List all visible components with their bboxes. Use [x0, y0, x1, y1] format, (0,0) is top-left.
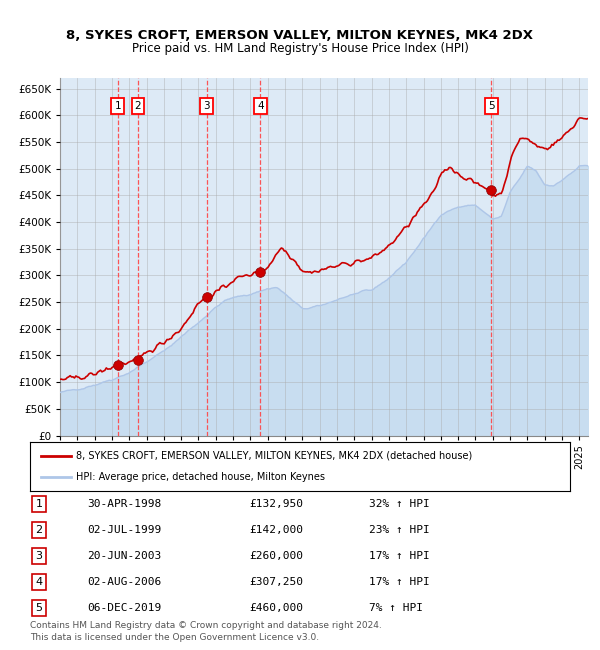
Text: 7% ↑ HPI: 7% ↑ HPI [369, 603, 423, 613]
Text: 2: 2 [134, 101, 141, 111]
Text: £132,950: £132,950 [249, 499, 303, 509]
Text: Price paid vs. HM Land Registry's House Price Index (HPI): Price paid vs. HM Land Registry's House … [131, 42, 469, 55]
Text: 06-DEC-2019: 06-DEC-2019 [87, 603, 161, 613]
Text: 23% ↑ HPI: 23% ↑ HPI [369, 525, 430, 535]
Text: 1: 1 [115, 101, 121, 111]
Text: 8, SYKES CROFT, EMERSON VALLEY, MILTON KEYNES, MK4 2DX (detached house): 8, SYKES CROFT, EMERSON VALLEY, MILTON K… [76, 450, 472, 461]
Text: £460,000: £460,000 [249, 603, 303, 613]
Text: 4: 4 [35, 577, 43, 587]
Text: 2: 2 [35, 525, 43, 535]
Text: 02-AUG-2006: 02-AUG-2006 [87, 577, 161, 587]
Text: 1: 1 [35, 499, 43, 509]
Text: HPI: Average price, detached house, Milton Keynes: HPI: Average price, detached house, Milt… [76, 472, 325, 482]
Text: 4: 4 [257, 101, 264, 111]
Text: 3: 3 [35, 551, 43, 561]
Text: This data is licensed under the Open Government Licence v3.0.: This data is licensed under the Open Gov… [30, 633, 319, 642]
Text: 32% ↑ HPI: 32% ↑ HPI [369, 499, 430, 509]
Text: Contains HM Land Registry data © Crown copyright and database right 2024.: Contains HM Land Registry data © Crown c… [30, 621, 382, 630]
Text: 3: 3 [203, 101, 210, 111]
Text: £260,000: £260,000 [249, 551, 303, 561]
Text: 20-JUN-2003: 20-JUN-2003 [87, 551, 161, 561]
Text: £307,250: £307,250 [249, 577, 303, 587]
Text: 5: 5 [35, 603, 43, 613]
Text: 17% ↑ HPI: 17% ↑ HPI [369, 551, 430, 561]
Text: 30-APR-1998: 30-APR-1998 [87, 499, 161, 509]
Text: 5: 5 [488, 101, 495, 111]
Text: £142,000: £142,000 [249, 525, 303, 535]
Text: 8, SYKES CROFT, EMERSON VALLEY, MILTON KEYNES, MK4 2DX: 8, SYKES CROFT, EMERSON VALLEY, MILTON K… [67, 29, 533, 42]
Text: 17% ↑ HPI: 17% ↑ HPI [369, 577, 430, 587]
Text: 02-JUL-1999: 02-JUL-1999 [87, 525, 161, 535]
